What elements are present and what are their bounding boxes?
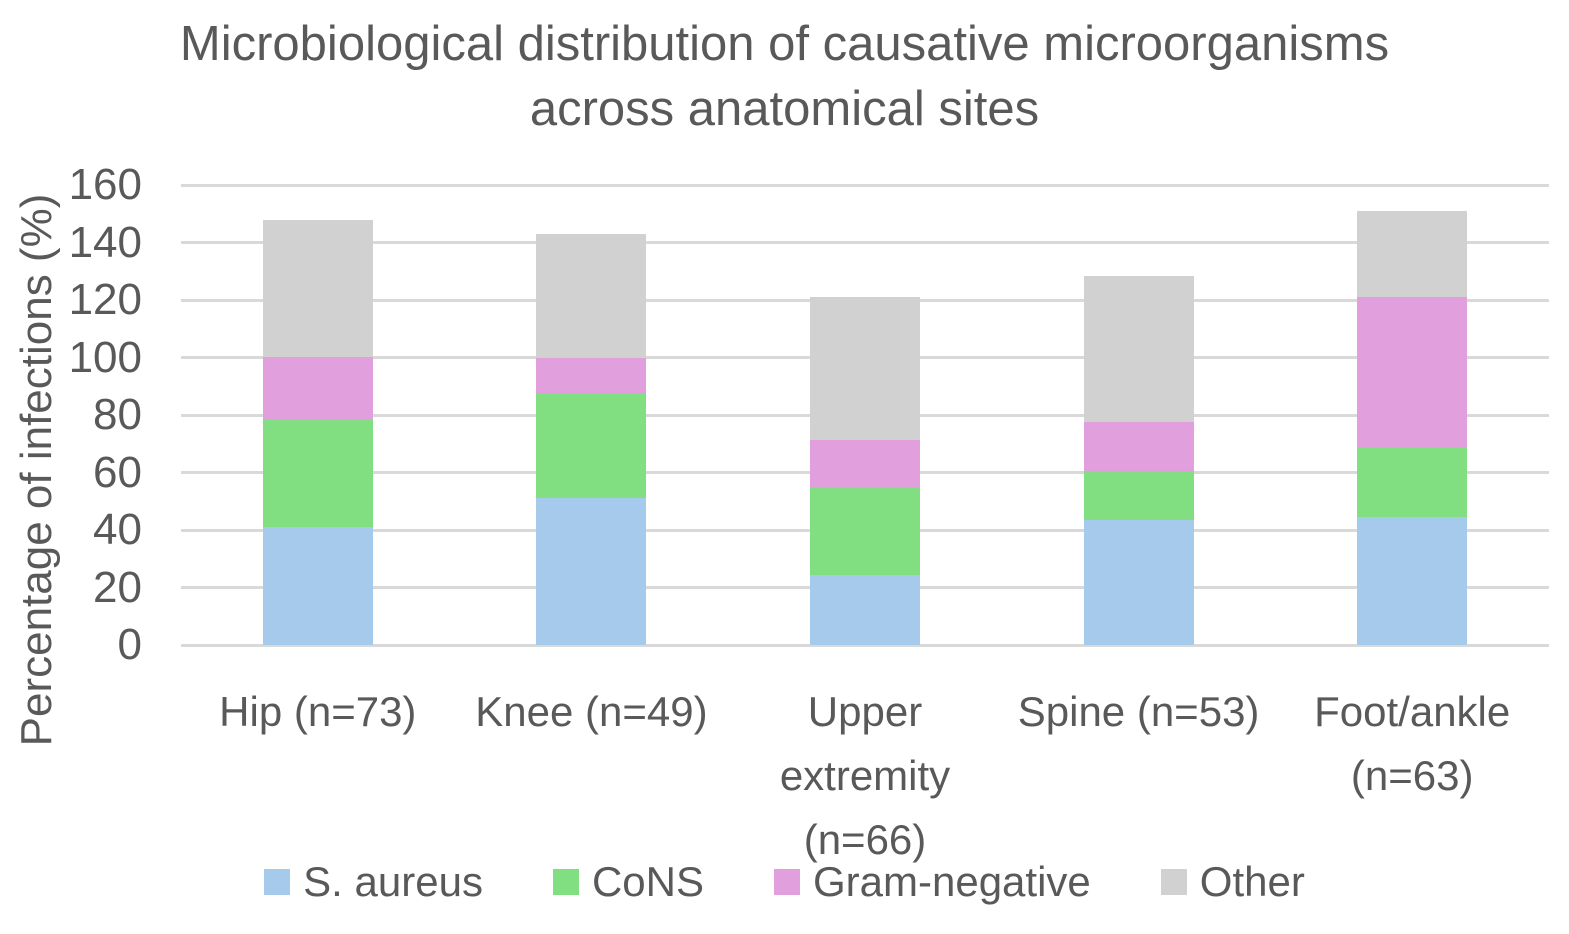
chart-title: Microbiological distribution of causativ… (0, 12, 1569, 142)
legend-item-cons: CoNS (552, 858, 704, 906)
x-category-label: Spine (n=53) (1017, 688, 1260, 735)
bar-segment-gram-negative (1083, 422, 1194, 472)
legend-item-gram-negative: Gram-negative (774, 858, 1091, 906)
bar-segment-cons (262, 420, 373, 527)
bar-segment-cons (1357, 447, 1468, 518)
y-tick-label-120: 120 (68, 275, 142, 324)
bar-segment-gram-negative (536, 357, 647, 393)
y-tick-label-80: 80 (93, 390, 142, 439)
x-category-label: Knee (n=49) (475, 688, 708, 735)
chart-title-line1: Microbiological distribution of causativ… (179, 17, 1390, 71)
bar-segment-gram-negative (810, 440, 920, 489)
legend-swatch-icon (1160, 869, 1187, 895)
bar-foot-ankle-n-63- (1357, 211, 1468, 645)
bar-segment-s-aureus (262, 526, 373, 645)
legend-label: Other (1199, 858, 1305, 905)
legend-label: S. aureus (303, 858, 483, 905)
y-tick-label-140: 140 (68, 217, 142, 267)
bar-segment-other (1083, 276, 1194, 423)
bar-knee-n-49- (536, 234, 647, 645)
y-tick-label-160: 160 (68, 160, 142, 209)
bar-segment-s-aureus (1357, 517, 1468, 645)
bar-segment-other (810, 296, 920, 441)
legend-item-other: Other (1160, 858, 1305, 906)
y-tick-label-20: 20 (93, 562, 142, 612)
legend: S. aureus CoNS Gram-negative Other (0, 858, 1569, 906)
legend-swatch-icon (264, 869, 291, 895)
legend-label: CoNS (591, 858, 704, 905)
bar-segment-other (262, 219, 373, 358)
bar-segment-s-aureus (536, 498, 647, 645)
bar-segment-cons (1083, 471, 1194, 521)
bar-segment-cons (536, 392, 647, 499)
bar-segment-s-aureus (1083, 520, 1194, 645)
legend-label: Gram-negative (813, 858, 1091, 905)
x-category-label: Hip (n=73) (219, 688, 417, 735)
x-category-label: Foot/ankle (n=63) (1314, 688, 1511, 799)
chart-title-line2: across anatomical sites (529, 82, 1040, 136)
bar-segment-s-aureus (810, 575, 920, 645)
gridline-160 (181, 183, 1549, 187)
bar-segment-other (1357, 211, 1468, 298)
bar-segment-gram-negative (1357, 297, 1468, 448)
y-tick-label-100: 100 (68, 332, 142, 382)
legend-swatch-icon (774, 869, 800, 895)
x-category-label: Upper extremity (n=66) (779, 688, 951, 863)
bar-hip-n-73- (262, 219, 373, 645)
y-tick-label-40: 40 (93, 505, 142, 554)
bar-upper-extremity-n-66- (810, 296, 920, 645)
y-tick-label-0: 0 (117, 620, 142, 669)
legend-swatch-icon (552, 869, 579, 895)
gridline-0 (181, 643, 1549, 647)
gridline-140 (181, 241, 1549, 244)
legend-item-s-aureus: S. aureus (264, 858, 483, 906)
bar-spine-n-53- (1083, 276, 1194, 645)
y-tick-label-60: 60 (93, 447, 142, 497)
bar-segment-cons (810, 488, 920, 576)
bar-segment-other (536, 234, 647, 358)
bar-segment-gram-negative (262, 357, 373, 421)
